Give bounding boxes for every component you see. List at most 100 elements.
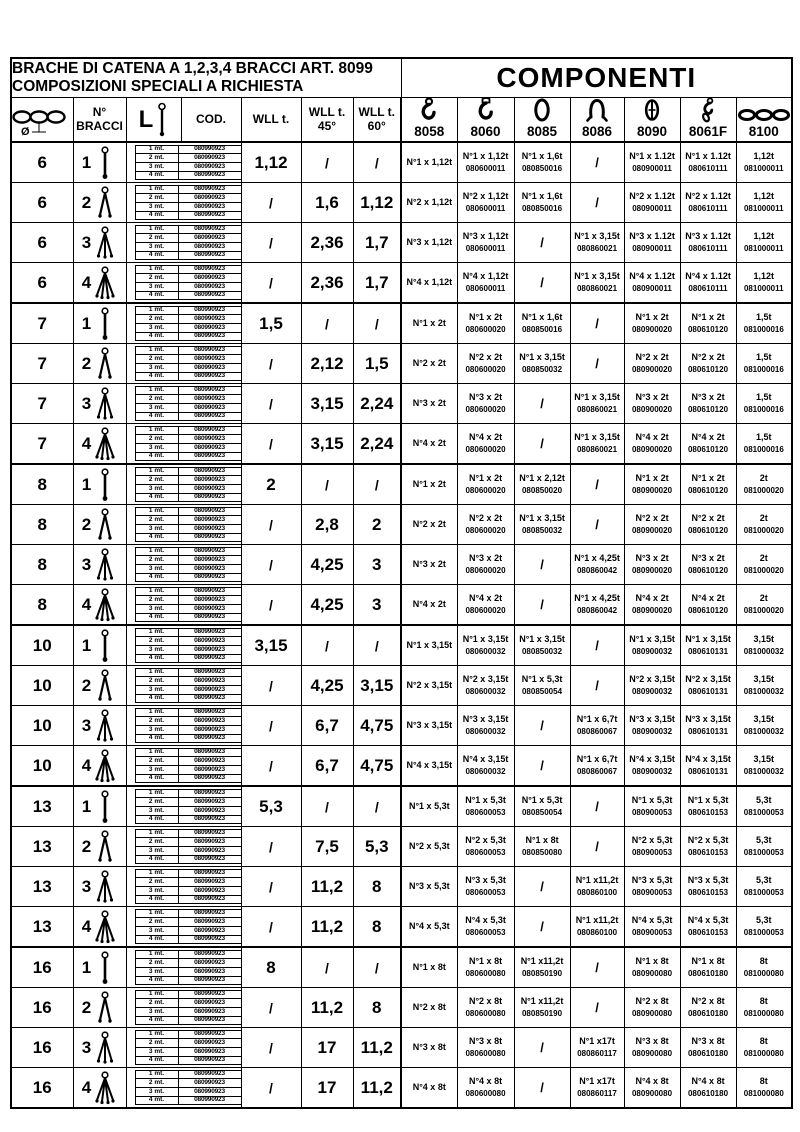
component-cell-8058: N°2 x 2t — [400, 504, 458, 545]
length-cod-value: 080990923 — [177, 555, 240, 565]
sling-1-leg-icon — [93, 789, 117, 824]
component-cod: 080900080 — [631, 1008, 673, 1018]
length-row: 1 mt. 080990923 — [134, 1069, 240, 1080]
component-cod: 080610111 — [688, 243, 728, 253]
bracci-count: 3 — [81, 232, 92, 252]
length-row: 1 mt. 080990923 — [134, 466, 240, 477]
component-qty: 1,5t — [756, 391, 772, 402]
length-row: 1 mt. 080990923 — [134, 586, 240, 597]
component-qty: N°1 x 2t — [635, 311, 669, 322]
length-row: 4 mt. 080990923 — [134, 854, 240, 865]
length-row: 1 mt. 080990923 — [134, 506, 240, 517]
length-row: 2 mt. 080990923 — [134, 515, 240, 525]
component-cod: 080900020 — [631, 444, 673, 454]
component-cell-8061F: N°4 x 3,15t 080610131 — [679, 745, 737, 787]
component-cell-8086: / — [569, 141, 625, 183]
bracci-cell: 4 — [72, 262, 127, 304]
component-qty: N°3 x 2t — [635, 391, 669, 402]
component-cell-8085: N°1 x 5,3t 080850054 — [513, 665, 571, 706]
page-title: BRACHE DI CATENA A 1,2,3,4 BRACCI ART. 8… — [12, 59, 373, 77]
wll60-cell: / — [352, 463, 402, 505]
component-cell-8061F: N°3 x 2t 080610120 — [679, 544, 737, 585]
component-qty: N°3 x 2t — [412, 558, 446, 569]
wll45-cell: 2,12 — [300, 343, 354, 384]
length-value: 1 mt. — [134, 506, 179, 517]
column-header-row: Ø N° BRACCI L COD. WLL t. WLL t. 45° — [10, 97, 793, 143]
component-qty: N°3 x 8t — [691, 1035, 725, 1046]
component-qty: N°1 x 4,25t — [574, 592, 620, 603]
length-row: 3 mt. 080990923 — [134, 1087, 240, 1097]
component-qty: N°1 x 5,3t — [631, 794, 673, 805]
component-qty: N°4 x 8t — [468, 1075, 503, 1086]
component-qty: N°4 x 2t — [691, 431, 725, 442]
component-cell-8100: 1,5t 081000016 — [735, 423, 793, 465]
length-value: 4 mt. — [134, 773, 179, 784]
wll60-cell: 8 — [352, 866, 402, 907]
component-cell-8058: N°1 x 8t — [400, 946, 458, 988]
component-qty: 1,12t — [753, 190, 775, 201]
wll45-column-header: WLL t. 45° — [300, 97, 354, 143]
component-qty: N°1 x 3,15t — [519, 351, 565, 362]
length-row: 2 mt. 080990923 — [134, 233, 240, 243]
wll-cell: / — [240, 504, 302, 545]
component-cell-8060: N°3 x 2t 080600020 — [456, 383, 515, 424]
length-row: 1 mt. 080990923 — [134, 264, 240, 275]
component-cell-8100: 1,12t 081000011 — [735, 182, 793, 223]
length-code-table: 1 mt. 080990923 2 mt. 080990923 3 mt. 0809909… — [134, 707, 240, 744]
component-cell-8058: N°1 x 2t — [400, 302, 458, 344]
length-row: 3 mt. 080990923 — [134, 564, 240, 574]
component-cell-8061F: N°4 x 5,3t 080610153 — [679, 906, 737, 948]
length-row: 1 mt. 080990923 — [134, 385, 240, 396]
component-code: 8061F — [688, 124, 728, 140]
component-qty: N°1 x 3,15t — [406, 639, 453, 650]
lengths-cell: 1 mt. 080990923 2 mt. 080990923 3 mt. 0809909… — [125, 866, 242, 907]
length-row: 2 mt. 080990923 — [134, 877, 240, 887]
length-value: 2 mt. — [134, 314, 179, 324]
component-qty: 3,15t — [753, 673, 775, 684]
length-row: 3 mt. 080990923 — [134, 282, 240, 292]
bracci-cell: 3 — [72, 866, 127, 907]
length-row: 1 mt. 080990923 — [134, 224, 240, 235]
component-cod: 081000016 — [743, 364, 784, 374]
component-column-header-8090: 8090 — [623, 97, 681, 143]
length-value: 3 mt. — [134, 645, 179, 655]
component-cell-8086: N°1 x 3,15t 080860021 — [569, 383, 625, 424]
component-cell-8086: / — [569, 302, 625, 344]
length-cod-value: 080990923 — [177, 756, 240, 766]
length-row: 1 mt. 080990923 — [134, 667, 240, 678]
length-cod-value: 080990923 — [177, 1087, 240, 1097]
component-qty: 5,3t — [756, 834, 772, 845]
wll60-cell: 3 — [352, 544, 402, 585]
length-row: 2 mt. 080990923 — [134, 756, 240, 766]
component-qty: 1,12t — [753, 230, 775, 241]
length-row: 2 mt. 080990923 — [134, 636, 240, 646]
component-qty: 2t — [759, 472, 768, 483]
length-row: 3 mt. 080990923 — [134, 846, 240, 856]
component-cod: 080600053 — [465, 847, 506, 857]
component-cell-8085: N°1 x 5,3t 080850054 — [513, 785, 571, 827]
component-cod: 080600011 — [465, 243, 506, 253]
sling-3-leg-icon — [93, 547, 117, 582]
component-cod: 080900020 — [631, 364, 673, 374]
clevis-hook-icon — [458, 98, 513, 123]
length-value: 2 mt. — [134, 998, 179, 1008]
component-qty: N°2 x 1,12t — [406, 196, 453, 207]
component-cod: 080600032 — [465, 646, 506, 656]
component-cod: 080610111 — [688, 163, 728, 173]
length-row: 4 mt. 080990923 — [134, 532, 240, 543]
component-cod: 080610180 — [687, 1048, 729, 1058]
component-cell-8060: N°4 x 3,15t 080600032 — [456, 745, 515, 787]
connecting-link-icon — [625, 99, 679, 123]
component-qty: N°4 x 2t — [468, 431, 503, 442]
lengths-cell: 1 mt. 080990923 2 mt. 080990923 3 mt. 0809909… — [125, 141, 242, 183]
component-cod: 080900020 — [631, 404, 673, 414]
wll60-column-header: WLL t. 60° — [352, 97, 402, 143]
component-cell-8061F: N°4 x 2t 080610120 — [679, 584, 737, 626]
length-value: 4 mt. — [134, 612, 179, 623]
component-cell-8060: N°1 x 1,12t 080600011 — [456, 141, 515, 183]
sling-2-leg-icon — [93, 185, 117, 220]
length-row: 2 mt. 080990923 — [134, 555, 240, 565]
component-qty: 3,15t — [753, 713, 775, 724]
length-row: 4 mt. 080990923 — [134, 653, 240, 664]
